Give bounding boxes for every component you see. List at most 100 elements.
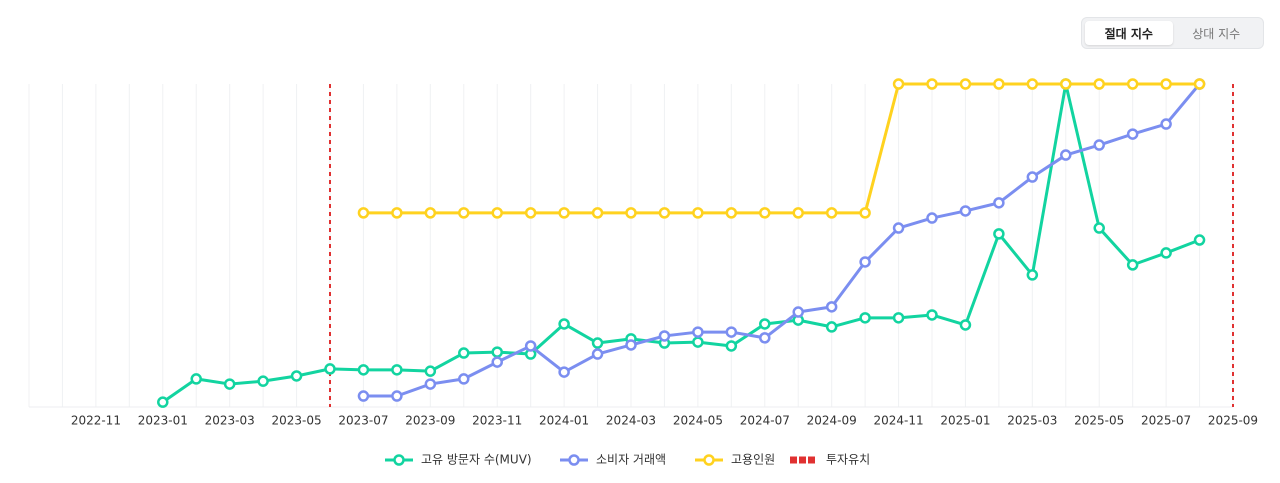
data-point [524, 207, 537, 219]
data-point [357, 364, 370, 376]
legend-swatch [568, 454, 580, 466]
data-point [892, 78, 905, 90]
data-point [859, 256, 871, 268]
data-point [1026, 171, 1039, 183]
data-point [926, 309, 938, 321]
data-point [825, 207, 838, 219]
data-point [1126, 78, 1139, 90]
series-line [363, 82, 1200, 215]
data-point [692, 207, 704, 219]
toggle-option[interactable]: 절대 지수 [1085, 21, 1173, 45]
data-point [792, 306, 804, 318]
x-tick-label: 2023-05 [271, 414, 321, 428]
data-point [591, 348, 604, 360]
data-point [658, 330, 671, 342]
legend-item: 투자유치 [790, 453, 870, 467]
data-point [458, 207, 470, 219]
data-point [591, 207, 604, 219]
x-tick-label: 2023-09 [405, 414, 455, 428]
toggle-option[interactable]: 상대 지수 [1192, 26, 1241, 41]
data-point [892, 312, 905, 324]
data-point [825, 301, 838, 313]
data-point [357, 390, 370, 402]
x-tick-label: 2023-01 [138, 414, 188, 428]
data-point [491, 346, 503, 358]
legend-swatch [808, 456, 815, 464]
x-tick-label: 2022-11 [71, 414, 121, 428]
x-tick-label: 2023-07 [338, 414, 388, 428]
x-tick-label: 2024-05 [673, 414, 723, 428]
data-point [391, 207, 403, 219]
data-point [524, 340, 537, 352]
data-point [1160, 247, 1172, 259]
legend-swatch [393, 454, 405, 466]
data-point [1026, 269, 1039, 281]
data-point [759, 332, 771, 344]
data-point [825, 321, 838, 333]
data-point [491, 356, 503, 368]
data-point [959, 78, 972, 90]
data-point [424, 207, 437, 219]
data-point [792, 207, 804, 219]
legend-label: 소비자 거래액 [596, 453, 666, 467]
data-point [759, 318, 771, 330]
data-point [558, 366, 570, 378]
data-point [859, 207, 871, 219]
data-point [223, 378, 236, 390]
data-point [1093, 222, 1105, 234]
legend-swatch [799, 456, 806, 464]
data-point [625, 339, 637, 351]
x-tick-label: 2025-05 [1074, 414, 1124, 428]
data-point [1093, 78, 1105, 90]
data-point [357, 207, 370, 219]
data-point [1160, 78, 1172, 90]
x-tick-label: 2024-07 [740, 414, 790, 428]
data-point [157, 396, 169, 408]
data-point [458, 373, 470, 385]
data-point [1193, 78, 1206, 90]
data-point [959, 319, 972, 331]
data-point [190, 373, 202, 385]
series-line [161, 82, 1201, 404]
data-point [993, 228, 1005, 240]
x-tick-label: 2025-09 [1208, 414, 1258, 428]
data-point [725, 207, 738, 219]
x-tick-label: 2024-11 [873, 414, 923, 428]
data-point [959, 205, 972, 217]
x-tick-label: 2025-03 [1007, 414, 1057, 428]
x-tick-label: 2025-07 [1141, 414, 1191, 428]
data-point [391, 364, 403, 376]
data-point [1060, 78, 1072, 90]
data-point [725, 340, 738, 352]
legend-label: 고유 방문자 수(MUV) [421, 453, 532, 467]
series-line [363, 83, 1201, 398]
x-tick-label: 2024-01 [539, 414, 589, 428]
data-point [558, 207, 570, 219]
data-point [391, 390, 403, 402]
legend-item: 고용인원 [695, 453, 775, 467]
data-point [993, 197, 1005, 209]
data-point [692, 326, 704, 338]
legend-label: 고용인원 [731, 453, 775, 467]
data-point [892, 222, 905, 234]
x-tick-label: 2023-11 [472, 414, 522, 428]
index-toggle: 절대 지수 상대 지수 [1081, 17, 1264, 49]
legend-swatch [703, 454, 715, 466]
legend-swatch [790, 456, 797, 464]
data-point [1026, 78, 1039, 90]
data-point [1126, 128, 1139, 140]
data-point [725, 326, 738, 338]
legend-label: 투자유치 [826, 453, 870, 467]
data-point [491, 207, 503, 219]
data-point [424, 365, 437, 377]
x-tick-label: 2025-01 [940, 414, 990, 428]
legend-item: 소비자 거래액 [560, 453, 666, 467]
data-point [290, 370, 303, 382]
data-point [658, 207, 671, 219]
data-point [424, 378, 437, 390]
data-point [324, 363, 336, 375]
data-point [926, 78, 938, 90]
data-point [692, 336, 704, 348]
